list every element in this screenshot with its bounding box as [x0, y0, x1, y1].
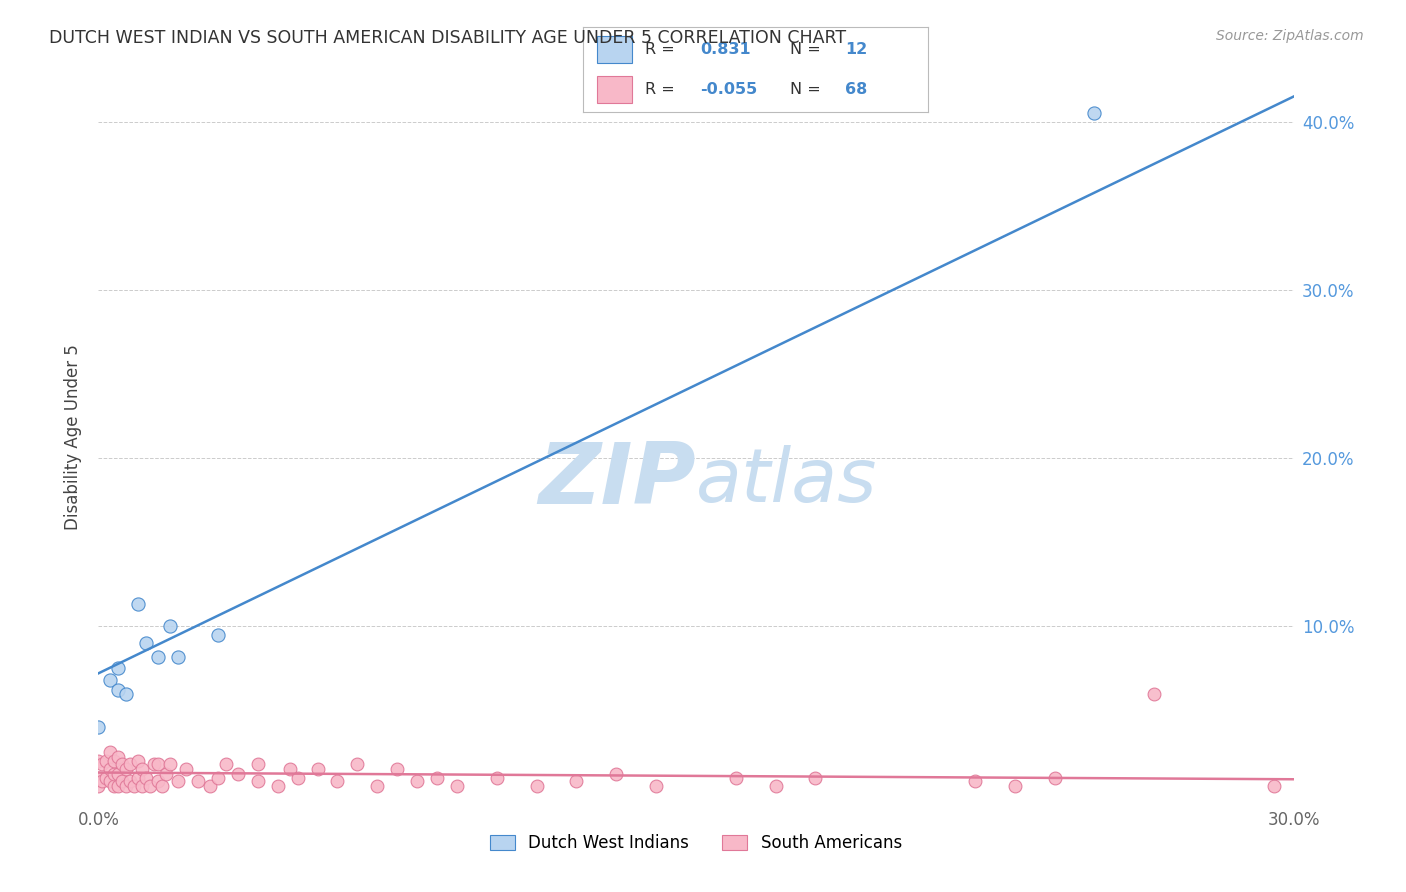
Point	[159, 757, 181, 772]
Text: -0.055: -0.055	[700, 82, 758, 97]
Bar	[598, 76, 631, 103]
Point	[115, 779, 138, 793]
Point	[426, 771, 449, 785]
Point	[326, 773, 349, 788]
Point	[120, 773, 142, 788]
Point	[91, 757, 114, 772]
Point	[135, 636, 157, 650]
Legend: Dutch West Indians, South Americans: Dutch West Indians, South Americans	[482, 826, 910, 860]
Text: atlas: atlas	[696, 445, 877, 517]
Point	[115, 686, 138, 700]
Point	[207, 627, 229, 641]
Point	[174, 762, 197, 776]
Point	[103, 767, 125, 781]
Point	[120, 757, 142, 772]
Point	[267, 779, 290, 793]
Point	[131, 779, 153, 793]
Point	[246, 773, 269, 788]
Point	[127, 598, 149, 612]
Point	[96, 754, 118, 768]
Point	[485, 771, 508, 785]
Point	[605, 767, 627, 781]
Point	[98, 745, 122, 759]
Point	[107, 767, 129, 781]
Point	[131, 762, 153, 776]
Text: N =: N =	[790, 82, 821, 97]
Point	[135, 771, 157, 785]
Point	[87, 720, 110, 734]
Point	[215, 757, 238, 772]
Point	[167, 773, 190, 788]
Point	[150, 779, 173, 793]
Point	[96, 771, 118, 785]
Text: R =: R =	[645, 82, 675, 97]
Point	[167, 649, 190, 664]
Point	[963, 773, 986, 788]
Point	[87, 771, 110, 785]
Point	[246, 757, 269, 772]
Point	[98, 773, 122, 788]
Text: 12: 12	[845, 42, 868, 57]
Text: DUTCH WEST INDIAN VS SOUTH AMERICAN DISABILITY AGE UNDER 5 CORRELATION CHART: DUTCH WEST INDIAN VS SOUTH AMERICAN DISA…	[49, 29, 846, 46]
Point	[107, 661, 129, 675]
Point	[111, 757, 134, 772]
Text: 68: 68	[845, 82, 868, 97]
Point	[127, 754, 149, 768]
Point	[287, 771, 309, 785]
Point	[155, 767, 177, 781]
Point	[1083, 106, 1105, 120]
Point	[724, 771, 747, 785]
Y-axis label: Disability Age Under 5: Disability Age Under 5	[65, 344, 83, 530]
Point	[107, 750, 129, 764]
Text: 0.831: 0.831	[700, 42, 751, 57]
Point	[148, 757, 170, 772]
Point	[207, 771, 229, 785]
Point	[1043, 771, 1066, 785]
Point	[645, 779, 668, 793]
Point	[226, 767, 249, 781]
Point	[115, 762, 138, 776]
Point	[148, 649, 170, 664]
Point	[111, 773, 134, 788]
Point	[87, 779, 110, 793]
Point	[98, 762, 122, 776]
Text: ZIP: ZIP	[538, 440, 696, 523]
Point	[765, 779, 787, 793]
Point	[366, 779, 388, 793]
Text: N =: N =	[790, 42, 821, 57]
Point	[346, 757, 368, 772]
Point	[107, 683, 129, 698]
Point	[198, 779, 221, 793]
Point	[107, 779, 129, 793]
Point	[124, 779, 146, 793]
Point	[1143, 686, 1166, 700]
Point	[565, 773, 588, 788]
Point	[98, 673, 122, 687]
Point	[103, 754, 125, 768]
Point	[406, 773, 429, 788]
Point	[446, 779, 468, 793]
Point	[187, 773, 209, 788]
Point	[91, 773, 114, 788]
Point	[127, 771, 149, 785]
Text: Source: ZipAtlas.com: Source: ZipAtlas.com	[1216, 29, 1364, 43]
Point	[139, 779, 162, 793]
Point	[1263, 779, 1285, 793]
Point	[526, 779, 548, 793]
Point	[385, 762, 409, 776]
Point	[148, 773, 170, 788]
Point	[87, 754, 110, 768]
Point	[1004, 779, 1026, 793]
Point	[804, 771, 827, 785]
Point	[103, 779, 125, 793]
Point	[278, 762, 301, 776]
Bar	[598, 36, 631, 63]
Point	[159, 619, 181, 633]
Point	[307, 762, 329, 776]
Point	[143, 757, 166, 772]
Text: R =: R =	[645, 42, 675, 57]
